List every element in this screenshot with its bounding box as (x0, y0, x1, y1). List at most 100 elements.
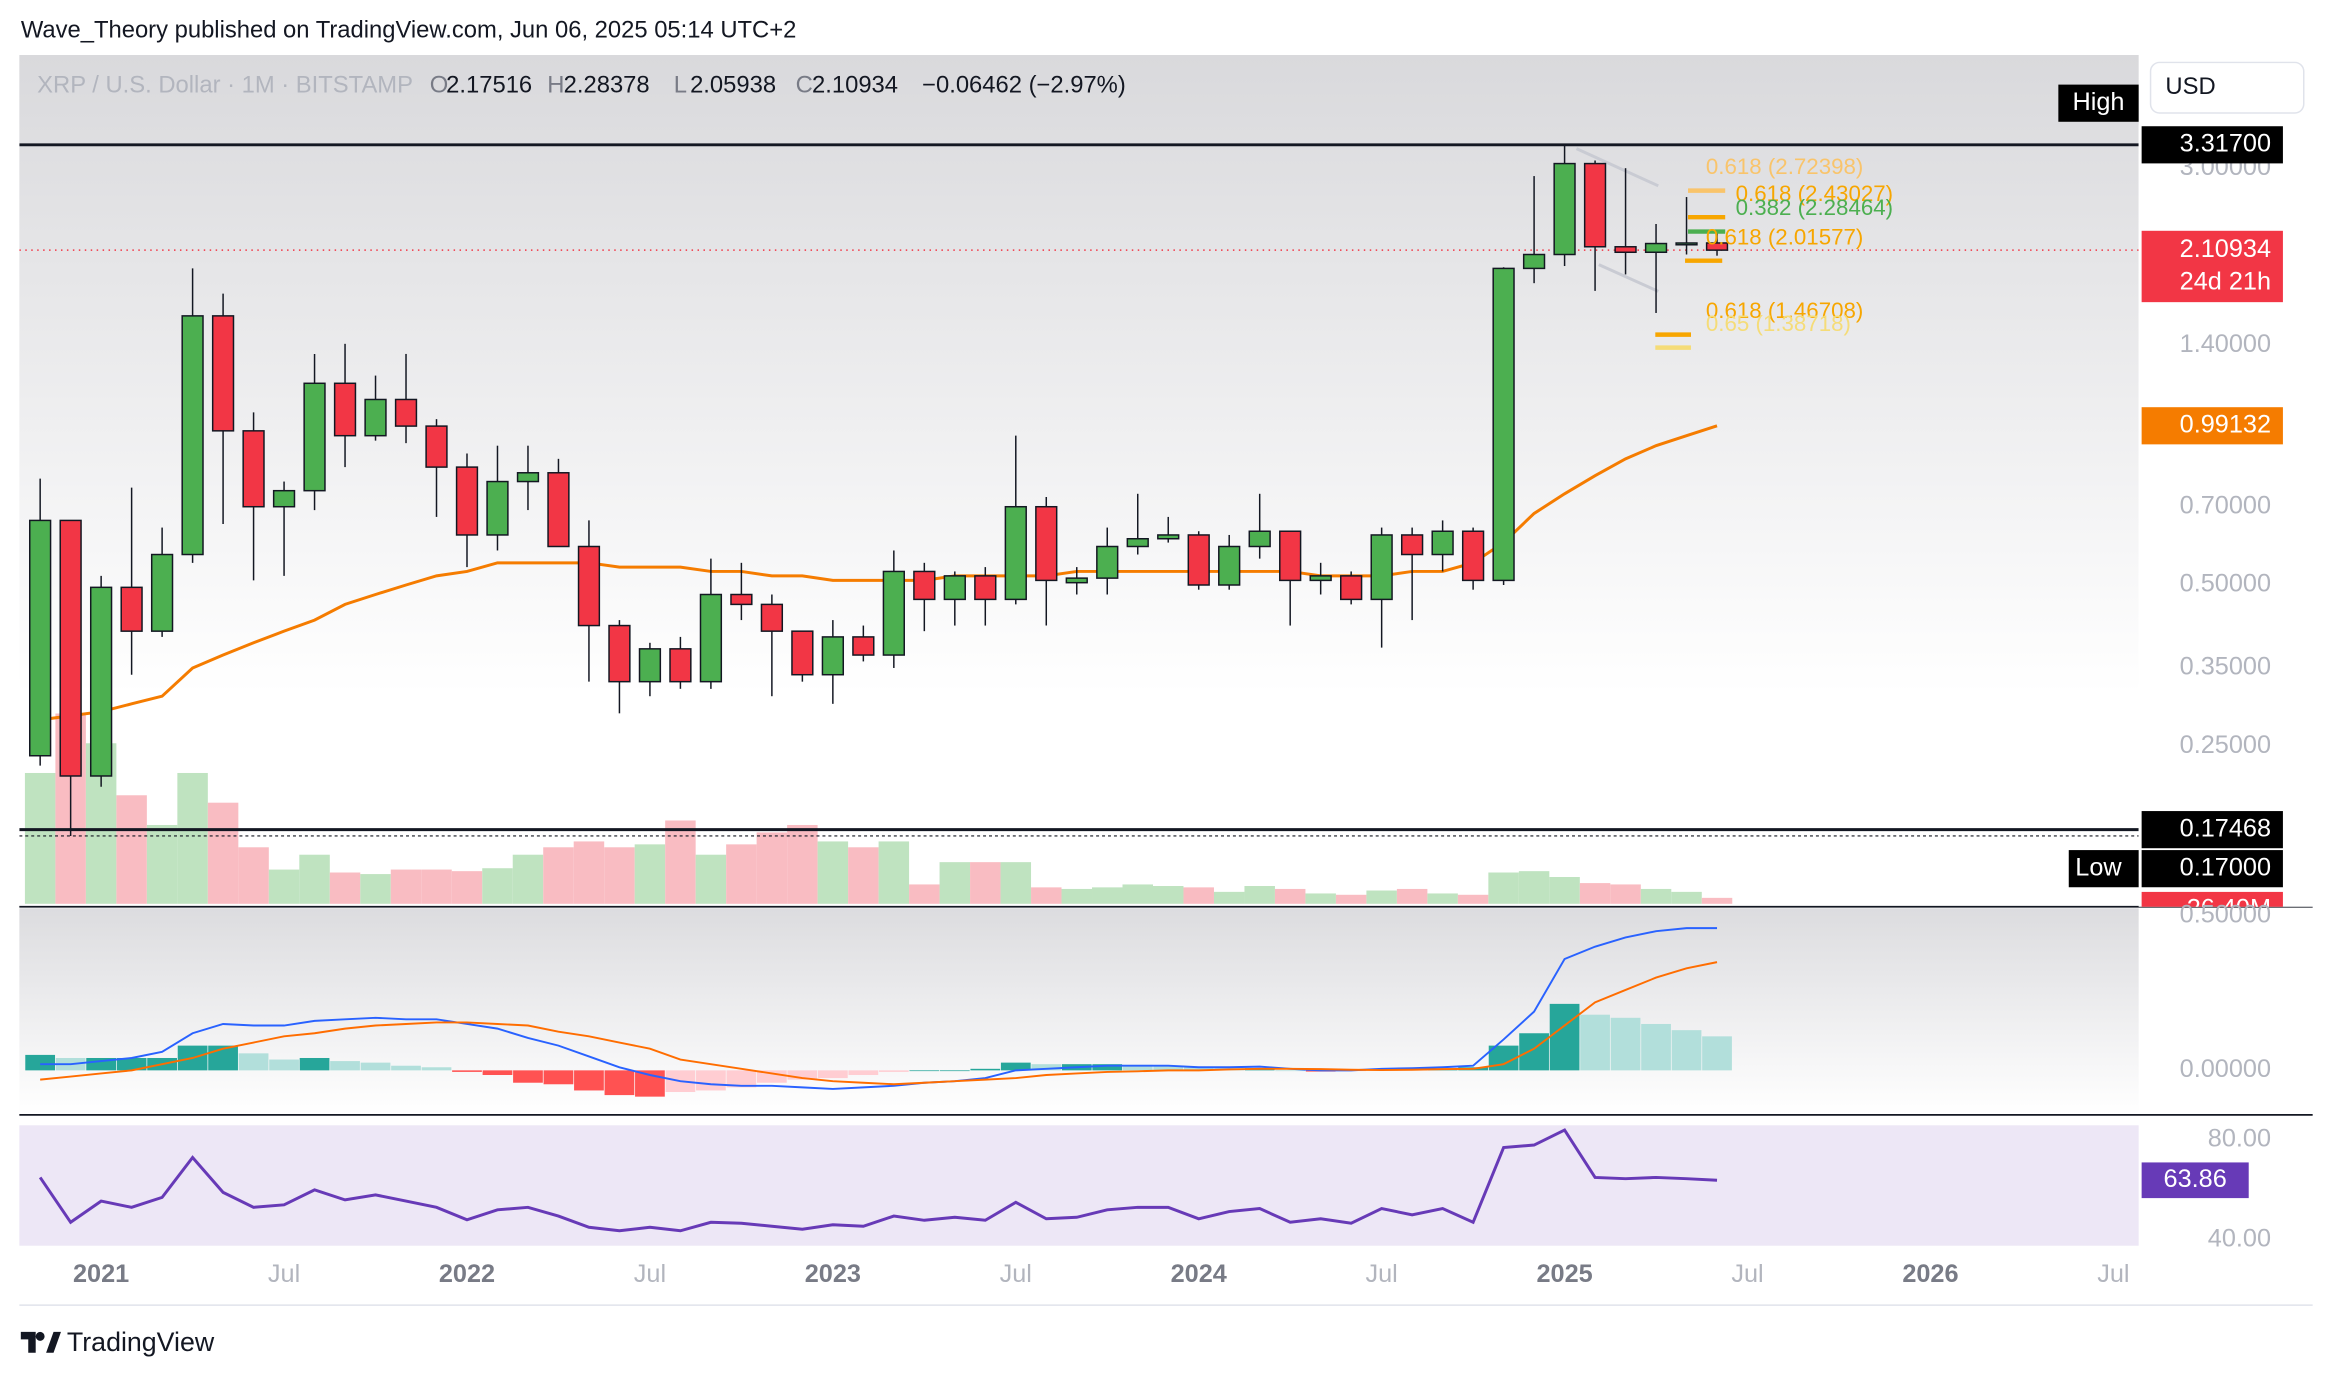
candle-body (181, 315, 204, 556)
macd-histogram (1275, 1070, 1306, 1072)
volume-bar (360, 874, 391, 904)
y-tick-label: 1.40000 (2180, 330, 2271, 358)
volume-bar (512, 854, 544, 904)
volume-label: 26.40M (2187, 894, 2271, 922)
price-line-label-badge (2141, 126, 2283, 164)
volume-bar (1701, 897, 1733, 904)
macd-histogram (482, 1070, 513, 1075)
candle-body (211, 315, 235, 432)
volume-bar (238, 847, 269, 904)
volume-bar (1000, 862, 1032, 904)
volume-bar (482, 868, 513, 904)
candle-body (1279, 530, 1302, 582)
candle-body (1431, 530, 1454, 556)
volume-bar (1183, 887, 1214, 904)
macd-histogram (939, 1070, 970, 1072)
candle-body (1522, 253, 1546, 270)
volume-bar (329, 872, 361, 904)
candle-body (547, 472, 570, 548)
candle-body (516, 472, 540, 483)
currency[interactable]: USD (2165, 73, 2215, 100)
ohlc-letter: C (796, 72, 813, 99)
rsi-band (19, 1125, 2139, 1246)
volume-bar (451, 871, 483, 904)
volume-bar (1518, 871, 1550, 904)
publisher: Wave_Theory published on TradingView.com… (21, 17, 797, 44)
macd-histogram (909, 1070, 940, 1072)
candle-body (1004, 505, 1027, 601)
last-price-badge (2141, 230, 2283, 303)
rsi-line (38, 1128, 1718, 1233)
fib-label: 0.618 (2.01577) (1706, 224, 1863, 249)
ohlc-letter: L (674, 72, 687, 99)
candle-body (1400, 534, 1424, 556)
candle-body (1065, 577, 1088, 584)
candle-body (150, 553, 174, 632)
x-tick-label: Jul (1365, 1260, 1397, 1288)
macd-histogram (543, 1070, 574, 1085)
price-line-label: 0.17000 (2180, 853, 2271, 881)
volume-bar (1244, 886, 1275, 904)
macd-histogram (330, 1061, 360, 1071)
x-tick-label: Jul (2097, 1260, 2129, 1288)
change: −0.06462 (−2.97%) (922, 72, 1126, 99)
candle-body (1614, 246, 1637, 254)
x-tick-label: 2022 (439, 1260, 495, 1288)
x-tick-label: 2024 (1171, 1260, 1227, 1288)
volume-bar (24, 772, 56, 904)
volume-badge (2141, 891, 2283, 907)
candle-body (1492, 267, 1515, 582)
rsi-tick-label: 40.00 (2208, 1224, 2271, 1252)
macd-histogram (970, 1068, 1001, 1071)
countdown: 24d 21h (2180, 268, 2271, 296)
volume-bar (543, 847, 574, 904)
candle-body (791, 630, 814, 676)
macd-histogram (1549, 1003, 1580, 1071)
tag: Low (2075, 853, 2122, 881)
candle-body (455, 466, 479, 536)
price-line-label-badge (2141, 811, 2283, 849)
candle-body (1187, 534, 1210, 586)
fib-label: 0.618 (2.72398) (1706, 154, 1863, 179)
volume-bar (1274, 888, 1306, 904)
macd-histogram (360, 1062, 391, 1071)
x-tick-label: 2025 (1536, 1260, 1592, 1288)
candle-body (1583, 162, 1607, 248)
candle-body (1644, 242, 1668, 254)
trend-channel (1575, 147, 1659, 293)
macd-line (40, 927, 1718, 1090)
x-tick-label: Jul (1731, 1260, 1763, 1288)
candle-body (364, 398, 387, 437)
x-tick-label: Jul (268, 1260, 300, 1288)
candle-body (1675, 242, 1698, 246)
price-line-label: 0.17468 (2180, 814, 2271, 842)
macd-histogram (391, 1065, 421, 1071)
candle-body (882, 570, 905, 656)
volume-bar (787, 824, 818, 904)
macd-histogram (116, 1057, 147, 1071)
price-line-label-badge (2141, 850, 2283, 888)
macd-histogram (726, 1070, 757, 1088)
candle-body (669, 648, 692, 683)
volume-bar (177, 772, 208, 904)
candle-body (1309, 575, 1332, 582)
candle-body (59, 519, 82, 777)
currency-button[interactable] (2149, 61, 2305, 114)
volume-bar (1366, 890, 1397, 904)
volume-bar (665, 820, 696, 904)
x-tick-label: 2021 (73, 1260, 129, 1288)
candle-body (242, 430, 265, 508)
price-layer: 0.618 (2.72398)0.618 (2.43027)0.382 (2.2… (19, 143, 2139, 904)
volume-bar (1610, 884, 1641, 904)
volume-bar (421, 869, 452, 904)
ma-label: 0.99132 (2180, 410, 2271, 438)
volume-bar (1122, 884, 1153, 904)
candle-body (913, 570, 936, 601)
candle-body (730, 593, 753, 606)
candle-body (29, 519, 52, 757)
macd-tick-label: 0.50000 (2180, 900, 2271, 928)
ohlc-letter: O (430, 72, 449, 99)
candle-body (608, 624, 631, 683)
x-tick-label: Jul (634, 1260, 666, 1288)
